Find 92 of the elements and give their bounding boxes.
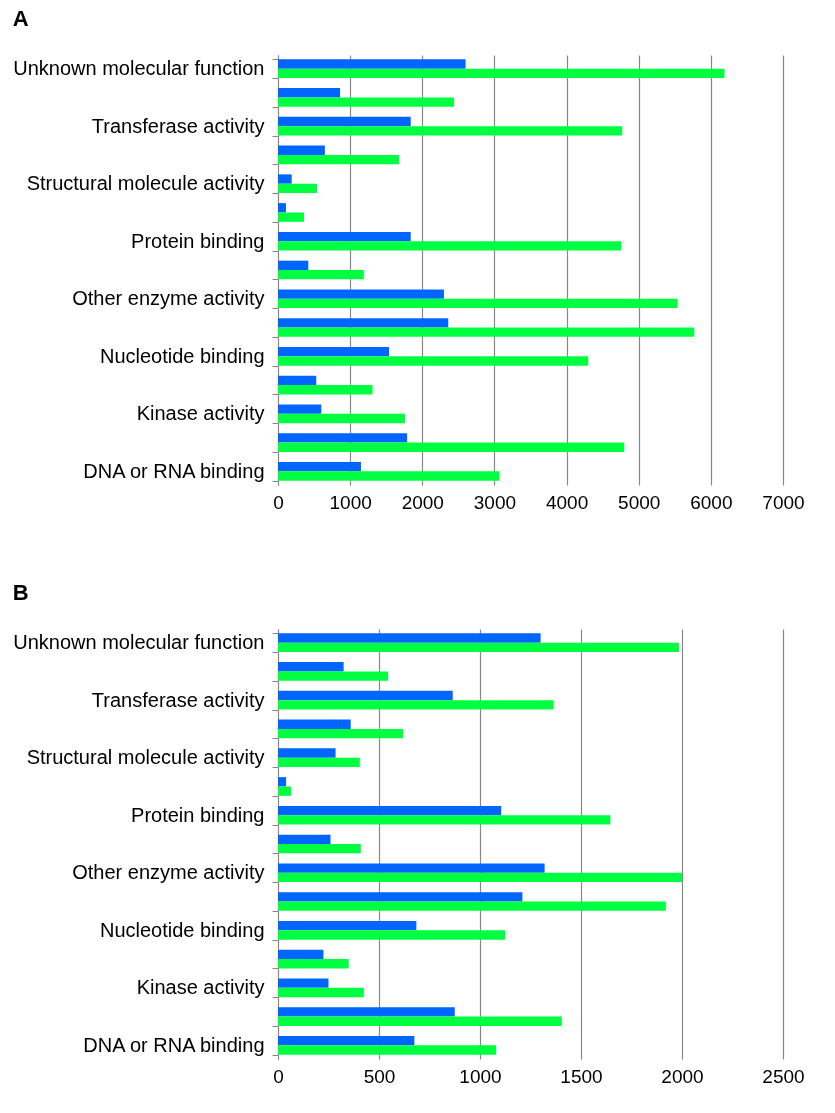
x-tick-label: 0: [273, 491, 284, 513]
bar: [278, 930, 506, 940]
bar: [278, 633, 541, 643]
y-tick-label: Protein binding: [131, 229, 265, 252]
bar: [278, 671, 389, 681]
x-tick-label: 1500: [560, 1065, 603, 1087]
y-tick-label: Transferase activity: [91, 688, 265, 711]
y-tick-label: Other enzyme activity: [72, 861, 265, 884]
y-tick-label: Other enzyme activity: [72, 287, 265, 310]
bar: [278, 212, 304, 222]
bar: [278, 805, 502, 816]
bar: [278, 356, 589, 366]
y-tick-label: Nucleotide binding: [99, 344, 265, 367]
bar: [278, 1035, 415, 1046]
bar: [278, 154, 400, 165]
bar: [278, 260, 309, 270]
bar: [278, 987, 364, 998]
bar: [278, 748, 336, 758]
bar: [278, 88, 341, 98]
bar: [278, 777, 287, 787]
bar: [278, 231, 411, 242]
y-tick-label: Nucleotide binding: [99, 918, 265, 941]
bar: [278, 1007, 455, 1017]
bar: [278, 901, 666, 911]
bar: [278, 834, 331, 844]
x-tick-label: 2500: [762, 1065, 805, 1087]
bar: [278, 872, 682, 883]
bar: [278, 1045, 497, 1055]
bar: [278, 327, 695, 337]
x-tick-label: 2000: [401, 491, 444, 513]
x-tick-label: 1000: [329, 491, 372, 513]
bar: [278, 728, 404, 739]
x-tick-label: 3000: [473, 491, 517, 513]
bar: [278, 174, 292, 184]
x-tick-label: 1000: [459, 1065, 502, 1087]
y-tick-label: Transferase activity: [91, 114, 265, 137]
x-tick-label: 0: [273, 1065, 284, 1087]
y-tick-label: Protein binding: [131, 803, 265, 826]
bar: [278, 700, 554, 710]
bar: [278, 59, 466, 69]
x-tick-label: 5000: [618, 491, 661, 513]
text: B: [12, 580, 29, 605]
x-tick-label: 7000: [762, 491, 805, 513]
bar: [278, 920, 417, 931]
bar: [278, 786, 292, 796]
bar: [278, 375, 317, 386]
bar: [278, 318, 449, 328]
y-tick-label: DNA or RNA binding: [83, 459, 265, 482]
bar: [278, 413, 405, 424]
x-tick-label: 6000: [690, 491, 733, 513]
y-tick-label: Unknown molecular function: [13, 57, 265, 80]
bar: [278, 642, 679, 653]
bar: [278, 433, 408, 443]
bar: [278, 690, 453, 701]
x-tick-label: 4000: [545, 491, 589, 513]
bar: [278, 385, 373, 395]
bar: [278, 97, 455, 107]
bar: [278, 719, 351, 729]
bar: [278, 863, 545, 873]
bar: [278, 949, 324, 960]
bar: [278, 442, 625, 452]
bar: [278, 892, 523, 902]
bar: [278, 289, 444, 299]
bar: [278, 183, 317, 194]
bar: [278, 757, 360, 768]
bar: [278, 203, 286, 213]
bar: [278, 471, 500, 481]
bar: [278, 1016, 562, 1026]
bar: [278, 844, 361, 854]
bar: [278, 404, 322, 414]
bar: [278, 241, 622, 251]
bar: [278, 270, 364, 280]
y-tick-label: DNA or RNA binding: [83, 1033, 265, 1056]
bar: [278, 978, 329, 988]
bar: [278, 815, 611, 825]
x-tick-label: 2000: [661, 1065, 704, 1087]
y-tick-label: Kinase activity: [136, 976, 265, 999]
y-tick-label: Kinase activity: [136, 402, 265, 425]
bar: [278, 346, 390, 357]
bar: [278, 298, 678, 309]
y-tick-label: Structural molecule activity: [26, 172, 265, 195]
text: A: [12, 6, 29, 31]
bar: [278, 959, 349, 969]
bar: [278, 145, 325, 155]
bar: [278, 116, 411, 127]
bar: [278, 68, 725, 79]
bar: [278, 461, 361, 472]
y-tick-label: Unknown molecular function: [13, 631, 265, 654]
y-tick-label: Structural molecule activity: [26, 746, 265, 769]
bar: [278, 662, 344, 672]
x-tick-label: 500: [363, 1065, 396, 1087]
bar: [278, 126, 623, 136]
